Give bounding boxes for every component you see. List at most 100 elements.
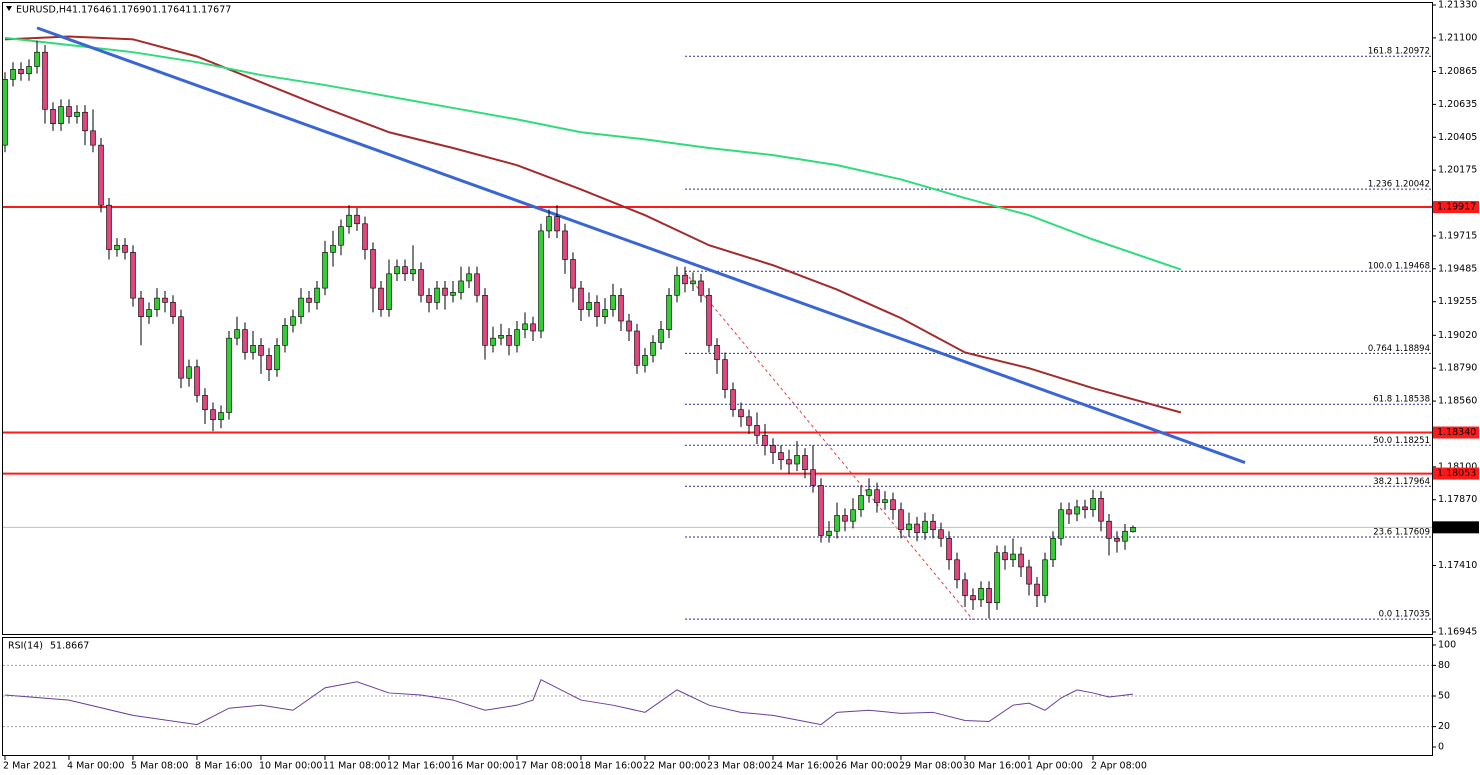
moving-average	[4, 36, 1182, 271]
candle-body	[898, 509, 904, 531]
candle-body	[706, 294, 712, 346]
candle-body	[746, 416, 752, 426]
rsi-line	[4, 678, 1134, 726]
candle-body	[938, 529, 944, 539]
candle-body	[570, 259, 576, 289]
x-tick-label: 22 Mar 00:00	[643, 761, 706, 772]
fib-label: 0.0 1.17035	[1379, 610, 1430, 620]
candle-body	[858, 495, 864, 511]
fib-label: 61.8 1.18538	[1373, 395, 1430, 405]
y-tick-label: 1.21100	[1438, 32, 1477, 43]
candle-body	[354, 214, 360, 225]
candle-body	[290, 316, 296, 326]
candle-body	[434, 287, 440, 303]
candle-body	[1050, 538, 1056, 561]
y-tick-label: 1.16945	[1438, 627, 1477, 638]
candle-body	[330, 244, 336, 253]
candle-body	[82, 111, 88, 132]
candle-body	[386, 273, 392, 310]
candle-body	[994, 552, 1000, 603]
candle-body	[10, 69, 16, 80]
candle-body	[154, 297, 160, 310]
rsi-tick-label: 80	[1438, 660, 1450, 671]
candle-body	[1130, 527, 1136, 533]
candle-body	[218, 412, 224, 420]
candle-body	[162, 297, 168, 303]
rsi-tick-label: 50	[1438, 691, 1450, 702]
candle-body	[146, 309, 152, 318]
candle-body	[986, 588, 992, 603]
x-tick-label: 4 Mar 00:00	[67, 761, 124, 772]
candle-body	[754, 425, 760, 436]
fib-label: 100.0 1.19468	[1368, 262, 1430, 272]
candle-body	[226, 337, 232, 413]
candle-body	[458, 280, 464, 293]
candle-body	[1042, 559, 1048, 596]
candle-body	[914, 523, 920, 533]
x-tick-label: 23 Mar 08:00	[707, 761, 770, 772]
candle-body	[802, 455, 808, 471]
candle-body	[770, 445, 776, 453]
candle-body	[602, 309, 608, 318]
y-tick-label: 1.20865	[1438, 66, 1477, 77]
candle-body	[410, 269, 416, 275]
candle-body	[1002, 552, 1008, 561]
candle-body	[402, 266, 408, 275]
x-tick-label: 8 Mar 16:00	[195, 761, 252, 772]
candle-body	[978, 588, 984, 601]
x-tick-label: 12 Mar 16:00	[387, 761, 450, 772]
x-tick-label: 29 Mar 08:00	[899, 761, 962, 772]
candle-body	[826, 530, 832, 536]
x-tick-label: 11 Mar 08:00	[323, 761, 386, 772]
candle-body	[1018, 553, 1024, 568]
y-tick-label: 1.17410	[1438, 560, 1477, 571]
candle-body	[930, 520, 936, 531]
y-tick-label: 1.20175	[1438, 165, 1477, 176]
candle-body	[562, 230, 568, 260]
candle-body	[778, 452, 784, 461]
x-tick-label: 18 Mar 16:00	[579, 761, 642, 772]
candle-body	[1058, 509, 1064, 539]
header-price: 1.17641	[152, 5, 191, 16]
level-box	[1433, 201, 1479, 214]
candle-body	[338, 226, 344, 246]
candle-body	[730, 389, 736, 410]
rsi-tick-label: 100	[1438, 640, 1456, 651]
candle-body	[90, 130, 96, 146]
y-tick-label: 1.18790	[1438, 363, 1477, 374]
candle-body	[250, 345, 256, 353]
candle-body	[370, 249, 376, 289]
moving-average	[4, 35, 1182, 414]
candle-body	[42, 51, 48, 110]
candle-body	[274, 345, 280, 370]
candle-body	[890, 499, 896, 511]
candle-body	[202, 395, 208, 410]
y-tick-label: 1.17870	[1438, 494, 1477, 505]
candle-body	[578, 287, 584, 310]
price-panel	[2, 2, 1433, 635]
candle-body	[482, 294, 488, 346]
rsi-value: 51.8667	[50, 641, 89, 652]
candle-body	[634, 330, 640, 366]
header-price: 1.17690	[112, 5, 151, 16]
candle-body	[418, 269, 424, 296]
x-tick-label: 10 Mar 00:00	[259, 761, 322, 772]
candle-body	[266, 355, 272, 370]
candle-body	[834, 515, 840, 532]
candle-body	[450, 292, 456, 296]
candle-body	[618, 294, 624, 322]
candle-body	[682, 274, 688, 285]
candle-body	[962, 579, 968, 596]
candle-body	[282, 324, 288, 346]
y-tick-label: 1.19255	[1438, 296, 1477, 307]
candle-body	[114, 244, 120, 250]
candle-body	[946, 538, 952, 561]
x-tick-label: 2 Mar 2021	[3, 761, 57, 772]
x-tick-label: 26 Mar 00:00	[835, 761, 898, 772]
y-tick-label: 1.19485	[1438, 263, 1477, 274]
candle-body	[1090, 498, 1096, 511]
candle-body	[322, 252, 328, 289]
candle-body	[970, 595, 976, 601]
candle-body	[106, 204, 112, 250]
candle-body	[138, 297, 144, 318]
